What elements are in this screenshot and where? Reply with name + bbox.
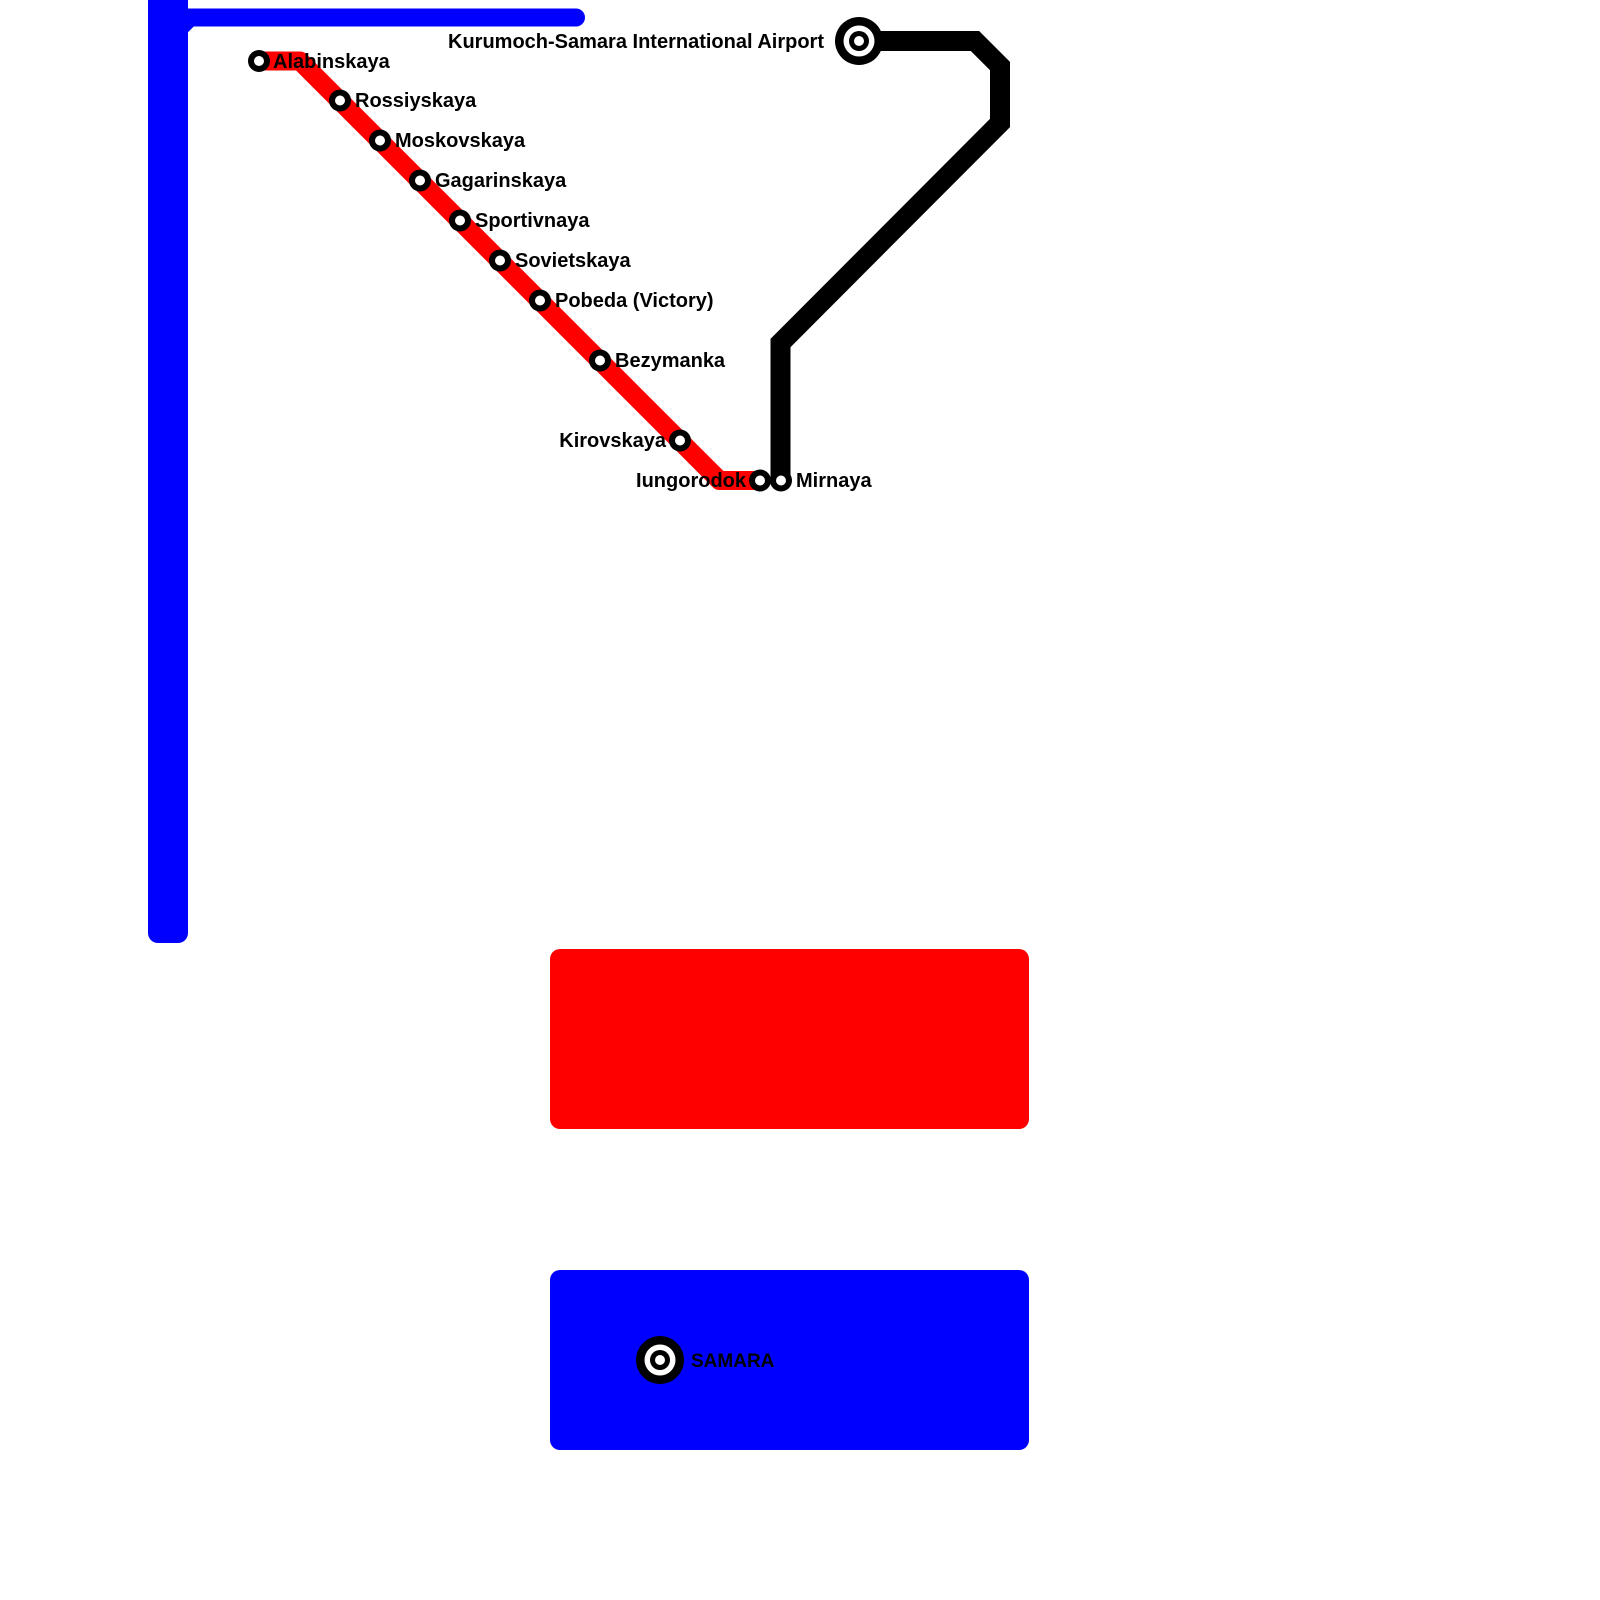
station-label-kirovskaya: Kirovskaya xyxy=(559,430,667,452)
station-sportivnaya: Sportivnaya xyxy=(449,209,590,232)
station-marker-pobeda-center xyxy=(535,295,545,306)
river-line-horizontal xyxy=(153,8,585,55)
station-marker-moskovskaya-center xyxy=(375,135,385,146)
station-label-mirnaya: Mirnaya xyxy=(796,470,872,492)
station-label-bezymanka: Bezymanka xyxy=(615,350,726,372)
legend-river-box-group: SAMARA xyxy=(550,1270,1029,1450)
station-moskovskaya: Moskovskaya xyxy=(369,129,526,152)
river-line xyxy=(148,0,585,943)
station-mirnaya: Mirnaya xyxy=(770,469,872,492)
station-label-pobeda: Pobeda (Victory) xyxy=(555,290,714,312)
terminal-airport: Kurumoch-Samara International Airport xyxy=(448,17,883,65)
station-label-sportivnaya: Sportivnaya xyxy=(475,210,590,232)
station-marker-iungorodok-center xyxy=(755,475,765,486)
river-line-vertical xyxy=(148,0,188,943)
legend-river-box xyxy=(550,1270,1029,1450)
station-alabinskaya: Alabinskaya xyxy=(248,50,391,73)
terminal-airport-label: Kurumoch-Samara International Airport xyxy=(448,31,824,53)
station-label-alabinskaya: Alabinskaya xyxy=(273,51,391,73)
station-marker-kirovskaya-center xyxy=(675,435,685,446)
station-marker-mirnaya-center xyxy=(776,475,786,486)
terminal-airport-symbol-center xyxy=(854,36,864,46)
station-sovietskaya: Sovietskaya xyxy=(489,249,632,272)
station-label-iungorodok: Iungorodok xyxy=(636,470,747,492)
station-marker-alabinskaya-center xyxy=(254,56,264,66)
station-marker-rossiyskaya-center xyxy=(335,95,345,106)
station-marker-sportivnaya-center xyxy=(455,215,465,226)
station-label-rossiyskaya: Rossiyskaya xyxy=(355,90,477,112)
station-kirovskaya: Kirovskaya xyxy=(559,429,691,452)
station-iungorodok: Iungorodok xyxy=(636,469,771,492)
legend-red-line-box xyxy=(550,949,1029,1129)
station-marker-gagarinskaya-center xyxy=(415,175,425,186)
red-line-path xyxy=(259,51,761,490)
station-gagarinskaya: Gagarinskaya xyxy=(409,169,567,192)
station-label-gagarinskaya: Gagarinskaya xyxy=(435,170,567,192)
legend-samara-label: SAMARA xyxy=(691,1351,775,1372)
station-rossiyskaya: Rossiyskaya xyxy=(329,89,477,112)
legend-samara-symbol-center xyxy=(655,1355,665,1365)
station-marker-bezymanka-center xyxy=(595,355,605,366)
station-label-moskovskaya: Moskovskaya xyxy=(395,130,526,152)
station-bezymanka: Bezymanka xyxy=(589,349,726,372)
station-pobeda: Pobeda (Victory) xyxy=(529,289,714,312)
station-label-sovietskaya: Sovietskaya xyxy=(515,250,632,272)
airport-line-path xyxy=(770,31,1010,481)
station-marker-sovietskaya-center xyxy=(495,255,505,266)
